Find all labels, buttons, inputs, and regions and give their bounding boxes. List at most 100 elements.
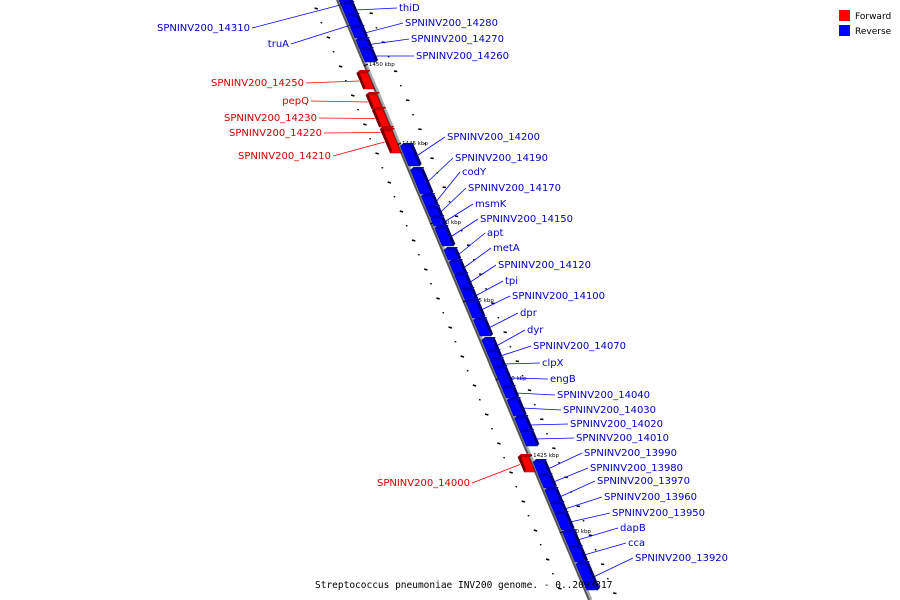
tick-mark xyxy=(552,447,556,450)
gene-feature xyxy=(380,128,402,154)
gene-label[interactable]: SPNINV200_14250 xyxy=(211,78,304,89)
gene-label[interactable]: SPNINV200_13970 xyxy=(597,476,690,487)
gene-label[interactable]: SPNINV200_13990 xyxy=(584,448,677,459)
tick-mark xyxy=(460,229,463,232)
label-leader-line xyxy=(475,280,504,297)
gene-block-edge xyxy=(555,488,564,504)
tick-mark xyxy=(503,331,507,334)
gene-label[interactable]: tpi xyxy=(505,276,518,287)
gene-label[interactable]: msmK xyxy=(475,199,507,210)
gene-label[interactable]: SPNINV200_14100 xyxy=(512,291,605,302)
gene-label[interactable]: SPNINV200_13920 xyxy=(635,553,728,564)
gene-feature xyxy=(371,107,391,128)
tick-mark xyxy=(442,186,447,189)
gene-block-top xyxy=(517,454,532,457)
gene-feature xyxy=(365,92,384,110)
gene-label[interactable]: dyr xyxy=(527,325,544,336)
label-leader-line xyxy=(427,157,454,183)
gene-block-edge xyxy=(525,416,534,432)
gene-block-top xyxy=(550,501,565,504)
gene-label[interactable]: thiD xyxy=(399,3,420,14)
gene-label[interactable]: cca xyxy=(628,538,645,549)
gene-block-edge xyxy=(492,338,500,352)
gene-label[interactable]: SPNINV200_14200 xyxy=(447,132,540,143)
scale-tick-label: 1445 kbp xyxy=(402,141,428,147)
tick-mark xyxy=(381,166,384,169)
gene-label[interactable]: SPNINV200_14070 xyxy=(533,341,626,352)
tick-mark xyxy=(375,26,378,29)
tick-mark xyxy=(515,360,520,363)
tick-mark xyxy=(533,529,538,532)
gene-label[interactable]: SPNINV200_13980 xyxy=(590,463,683,474)
tick-mark xyxy=(357,108,359,111)
gene-label[interactable]: SPNINV200_14260 xyxy=(416,51,509,62)
gene-label[interactable]: SPNINV200_14310 xyxy=(157,23,250,34)
tick-mark xyxy=(418,128,422,131)
label-leader-line xyxy=(522,407,562,411)
gene-label[interactable]: SPNINV200_14040 xyxy=(557,390,650,401)
gene-label[interactable]: SPNINV200_13960 xyxy=(604,492,697,503)
gene-label[interactable]: SPNINV200_14010 xyxy=(576,433,669,444)
tick-mark xyxy=(485,287,488,290)
gene-label[interactable]: SPNINV200_14280 xyxy=(405,18,498,29)
gene-label[interactable]: truA xyxy=(268,39,289,50)
tick-mark xyxy=(338,65,343,68)
gene-label[interactable]: apt xyxy=(487,228,503,239)
tick-mark xyxy=(412,113,414,116)
gene-label[interactable]: engB xyxy=(550,374,576,385)
label-leader-line xyxy=(450,218,479,238)
gene-label[interactable]: SPNINV200_14120 xyxy=(498,260,591,271)
label-leader-line xyxy=(435,171,461,203)
gene-label[interactable]: codY xyxy=(462,167,487,178)
gene-block-edge xyxy=(372,108,382,127)
gene-block-top xyxy=(350,25,365,28)
gene-feature xyxy=(568,545,589,563)
gene-label[interactable]: SPNINV200_14000 xyxy=(377,478,470,489)
label-leader-line xyxy=(457,232,486,256)
gene-label[interactable]: SPNINV200_14210 xyxy=(238,151,331,162)
legend-reverse-label: Reverse xyxy=(855,27,892,37)
gene-label[interactable]: SPNINV200_14230 xyxy=(224,113,317,124)
gene-label[interactable]: dapB xyxy=(620,523,646,534)
gene-block-edge xyxy=(356,14,364,28)
gene-block-edge xyxy=(517,455,527,472)
label-leader-lines xyxy=(251,1,634,578)
tick-mark xyxy=(405,224,408,227)
tick-mark xyxy=(436,297,440,300)
gene-label[interactable]: metA xyxy=(493,243,520,254)
tick-mark xyxy=(497,316,500,319)
gene-label[interactable]: SPNINV200_14150 xyxy=(480,214,573,225)
tick-mark xyxy=(442,311,445,314)
label-leader-line xyxy=(503,362,541,365)
gene-label[interactable]: SPNINV200_13950 xyxy=(612,508,705,519)
label-leader-line xyxy=(364,22,404,34)
gene-block-edge xyxy=(504,366,515,388)
tick-mark xyxy=(393,195,396,198)
gene-label[interactable]: SPNINV200_14170 xyxy=(468,183,561,194)
gene-label[interactable]: pepQ xyxy=(282,96,309,107)
gene-label[interactable]: clpX xyxy=(542,358,564,369)
gene-block-edge xyxy=(531,430,540,446)
label-leader-line xyxy=(416,136,446,157)
gene-label[interactable]: SPNINV200_14020 xyxy=(570,419,663,430)
label-leader-line xyxy=(570,512,611,523)
label-leader-line xyxy=(305,80,360,84)
gene-label[interactable]: SPNINV200_14220 xyxy=(229,128,322,139)
gene-block-top xyxy=(372,107,387,110)
scale-tick-label: 1430 kbp xyxy=(501,376,527,382)
scale-tick-label: 1425 kbp xyxy=(533,453,559,459)
gene-label[interactable]: SPNINV200_14270 xyxy=(411,34,504,45)
tick-mark xyxy=(484,413,489,416)
tick-mark xyxy=(363,123,367,126)
label-leader-line xyxy=(471,464,521,484)
gene-block-top xyxy=(554,511,569,514)
label-leader-line xyxy=(481,295,511,311)
gene-labels: SPNINV200_14310 thiD truA SPNINV200_14280 SP… xyxy=(157,3,728,564)
gene-block-top xyxy=(465,299,480,302)
gene-label[interactable]: SPNINV200_14030 xyxy=(563,405,656,416)
gene-label[interactable]: dpr xyxy=(520,308,538,319)
tick-mark xyxy=(521,500,526,503)
tick-mark xyxy=(314,7,319,10)
gene-features xyxy=(338,0,600,591)
gene-label[interactable]: SPNINV200_14190 xyxy=(455,153,548,164)
